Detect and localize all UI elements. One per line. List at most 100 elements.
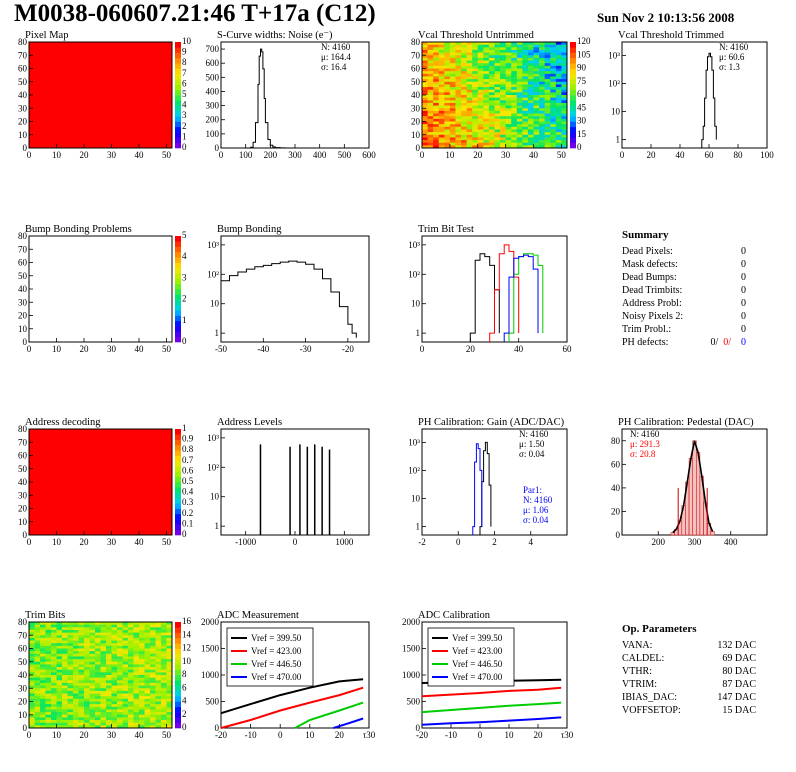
colorbar-segment (175, 685, 181, 692)
heatmap-cell (477, 42, 484, 46)
heatmap-cell (477, 57, 484, 61)
heatmap-cell (106, 677, 112, 681)
heatmap-cell (505, 92, 512, 96)
heatmap-cell (45, 648, 52, 652)
heatmap-cell (461, 108, 468, 112)
heatmap-cell (522, 97, 529, 101)
colorbar-tick-label: 3 (182, 272, 187, 282)
heatmap-cell (438, 73, 445, 77)
heatmap-cell (166, 688, 173, 692)
heatmap-cell (422, 49, 428, 53)
heatmap-cell (511, 60, 518, 64)
heatmap-cell (100, 627, 107, 631)
heatmap-cell (472, 87, 479, 91)
heatmap-cell (29, 690, 35, 694)
heatmap-cell (539, 60, 546, 64)
heatmap-cell (466, 124, 473, 128)
heatmap-cell (449, 81, 456, 85)
heatmap-cell (477, 102, 484, 106)
heatmap-cell (62, 661, 68, 665)
heatmap-cell (144, 685, 151, 689)
heatmap-cell (455, 116, 462, 120)
heatmap-cell (449, 100, 456, 104)
heatmap-cell (516, 95, 523, 99)
heatmap-cell (483, 73, 490, 77)
heatmap-cell (561, 124, 568, 128)
heatmap-cell (161, 685, 167, 689)
heatmap-cell (161, 693, 167, 697)
heatmap-cell (438, 132, 445, 136)
heatmap-cell (527, 73, 534, 77)
heatmap-cell (494, 49, 501, 53)
heatmap-cell (111, 645, 118, 649)
y-tick-label: 20 (411, 117, 421, 127)
heatmap-cell (100, 648, 107, 652)
heatmap-cell (527, 134, 534, 138)
summary-value: 0 (741, 298, 746, 309)
heatmap-cell (433, 84, 440, 88)
heatmap-cell (544, 47, 551, 51)
heatmap-cell (78, 648, 85, 652)
heatmap-cell (466, 57, 473, 61)
heatmap-cell (477, 49, 484, 53)
heatmap-cell (89, 714, 96, 718)
heatmap-cell (533, 129, 540, 133)
heatmap-cell (488, 44, 495, 48)
heatmap-cell (455, 145, 462, 149)
colorbar-segment (570, 57, 576, 64)
heatmap-cell (539, 81, 546, 85)
heatmap-cell (56, 704, 63, 708)
heatmap-cell (449, 71, 456, 75)
heatmap-cell (461, 100, 468, 104)
heatmap-cell (483, 44, 490, 48)
y-tick-label: 500 (206, 697, 220, 707)
heatmap-cell (550, 81, 557, 85)
heatmap-cell (483, 65, 490, 69)
heatmap-cell (477, 140, 484, 144)
heatmap-cell (449, 68, 456, 72)
heatmap-cell (494, 76, 501, 80)
colorbar-segment (175, 63, 181, 69)
heatmap-cell (84, 698, 90, 702)
heatmap-cell (40, 722, 46, 726)
heatmap-cell (427, 124, 434, 128)
heatmap-cell (488, 68, 495, 72)
heatmap-cell (122, 720, 129, 724)
heatmap-cell (455, 44, 462, 48)
heatmap-cell (139, 685, 145, 689)
y-tick-label: 10³ (207, 240, 219, 250)
x-tick-label: -10 (445, 730, 457, 740)
heatmap-cell (161, 627, 167, 631)
heatmap-cell (78, 701, 85, 705)
heatmap-cell (166, 661, 173, 665)
chart-title: Vcal Threshold Untrimmed (418, 30, 535, 41)
ph-defects-values: 0/ 0/ 0 (710, 336, 746, 349)
heatmap-cell (56, 627, 63, 631)
heatmap-cell (550, 108, 557, 112)
heatmap-cell (106, 690, 112, 694)
heatmap-cell (449, 113, 456, 117)
heatmap-cell (133, 629, 140, 633)
y-tick-label: 20 (18, 311, 28, 321)
op-param-label: VOFFSETOP: (622, 705, 681, 716)
heatmap-cell (455, 126, 462, 130)
heatmap-cell (166, 685, 173, 689)
heatmap-cell (433, 108, 440, 112)
heatmap-cell (155, 682, 162, 686)
heatmap-cell (466, 100, 473, 104)
heatmap-cell (166, 629, 173, 633)
histogram-bar (670, 532, 675, 536)
heatmap-cell (427, 49, 434, 53)
heatmap-cell (155, 698, 162, 702)
heatmap-cell (438, 52, 445, 56)
heatmap-cell (466, 76, 473, 80)
heatmap-cell (34, 648, 41, 652)
heatmap-cell (73, 682, 79, 686)
x-tick-label: 0 (456, 537, 461, 547)
heatmap-cell (155, 690, 162, 694)
heatmap-cell (466, 145, 473, 149)
heatmap-cell (544, 87, 551, 91)
heatmap-cell (67, 720, 74, 724)
heatmap-cell (139, 688, 145, 692)
heatmap-cell (34, 637, 41, 641)
